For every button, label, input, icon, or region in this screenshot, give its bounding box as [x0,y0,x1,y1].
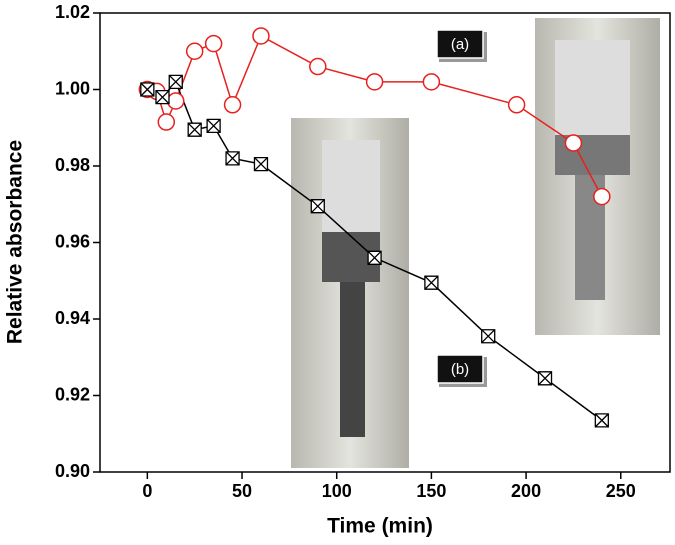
y-tick-label: 1.02 [55,2,90,22]
marker [223,96,242,114]
marker [253,156,269,172]
marker [187,122,202,137]
marker [185,42,204,60]
marker [310,199,325,214]
x-tick-label: 200 [511,481,541,501]
photo-right [535,18,660,335]
marker [309,57,327,76]
annotation-box [436,354,484,384]
marker [564,134,583,152]
marker [481,329,496,344]
y-tick-label: 0.94 [55,308,90,328]
marker [204,34,223,53]
marker [507,96,526,114]
annotation-box [436,29,484,59]
marker [225,151,240,166]
marker [422,73,441,91]
x-tick-label: 0 [142,481,152,501]
marker [365,73,384,91]
marker [168,74,183,89]
y-axis-title: Relative absorbance [4,140,27,344]
marker [537,371,553,386]
y-tick-label: 0.98 [55,155,90,175]
x-tick-label: 50 [232,481,252,501]
marker [155,90,170,105]
marker [424,275,439,290]
marker [140,82,155,97]
y-tick-label: 1.00 [55,78,90,98]
marker [593,187,611,206]
x-tick-label: 150 [416,481,446,501]
marker [157,113,176,131]
annotation: (b) [451,361,469,378]
marker [252,27,270,45]
marker [166,92,185,110]
x-tick-label: 250 [606,481,636,501]
x-axis-title: Time (min) [327,515,433,538]
marker [206,118,221,133]
marker [594,413,609,428]
x-tick-label: 100 [322,481,352,501]
y-tick-label: 0.96 [55,231,90,251]
photo-left [291,118,409,468]
y-tick-label: 0.92 [55,384,90,404]
marker [367,250,382,265]
annotation: (a) [451,36,469,53]
y-tick-label: 0.90 [55,461,90,481]
